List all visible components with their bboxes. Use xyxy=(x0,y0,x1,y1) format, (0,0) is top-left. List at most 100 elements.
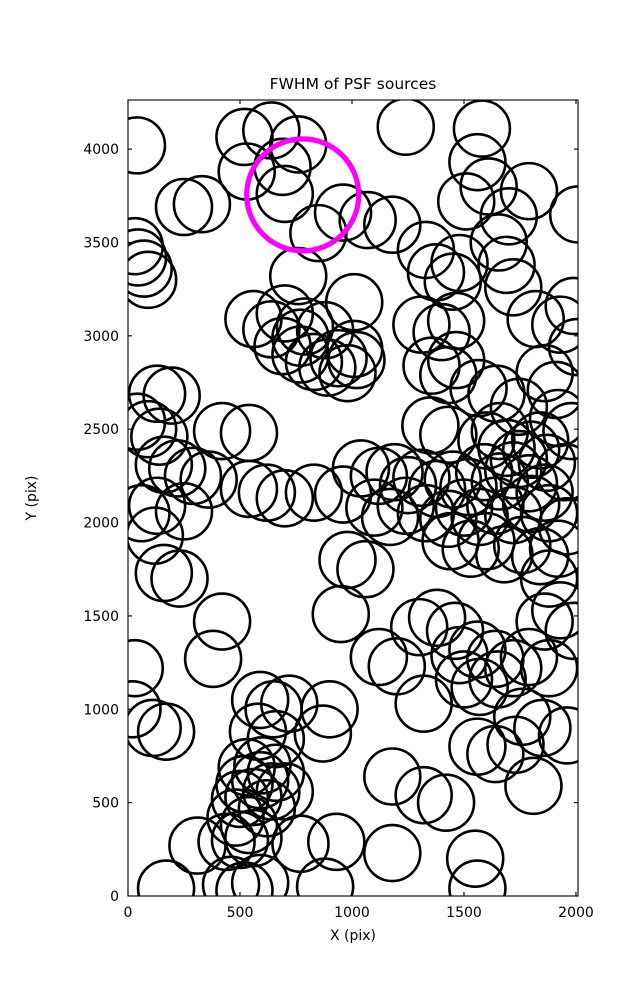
psf-source-marker xyxy=(154,482,214,541)
psf-source-marker xyxy=(499,454,559,513)
psf-source-marker xyxy=(448,620,507,679)
y-tick-label: 0 xyxy=(110,889,119,905)
psf-source-marker xyxy=(128,483,171,543)
psf-source-marker xyxy=(313,183,373,242)
psf-source-marker xyxy=(468,650,527,709)
psf-source-marker xyxy=(168,816,227,875)
x-tick-label: 500 xyxy=(227,905,254,921)
psf-source-marker xyxy=(363,195,422,255)
psf-source-marker xyxy=(407,588,467,648)
psf-source-markers xyxy=(128,100,578,896)
psf-source-marker xyxy=(230,670,290,730)
psf-source-marker xyxy=(183,629,243,689)
psf-source-marker xyxy=(394,765,453,825)
y-tick-label: 3000 xyxy=(83,329,119,345)
psf-source-marker xyxy=(519,549,578,608)
y-axis-label: Y (pix) xyxy=(24,476,40,522)
psf-source-marker xyxy=(154,177,214,237)
psf-source-marker xyxy=(295,857,355,896)
psf-source-marker xyxy=(219,459,279,519)
psf-source-marker xyxy=(300,679,359,739)
y-tick-label: 2000 xyxy=(83,516,119,532)
x-tick-label: 2000 xyxy=(558,905,594,921)
psf-source-marker xyxy=(389,597,449,657)
psf-source-marker xyxy=(483,440,543,500)
psf-source-marker xyxy=(147,439,207,498)
psf-source-marker xyxy=(275,297,335,356)
psf-source-marker xyxy=(318,343,377,403)
psf-source-marker xyxy=(436,172,496,231)
psf-source-marker xyxy=(150,549,209,608)
psf-source-marker xyxy=(469,213,529,272)
psf-source-marker xyxy=(255,468,315,528)
psf-source-marker xyxy=(479,187,539,246)
psf-source-marker xyxy=(499,161,559,221)
psf-source-marker xyxy=(535,442,578,502)
psf-source-marker xyxy=(542,401,578,461)
axes-frame xyxy=(127,99,579,897)
psf-source-marker xyxy=(459,157,518,216)
psf-source-marker xyxy=(412,302,471,362)
psf-source-marker xyxy=(483,638,543,698)
psf-source-marker xyxy=(394,674,453,733)
psf-source-marker xyxy=(499,627,559,687)
psf-source-marker xyxy=(307,812,366,872)
psf-source-marker xyxy=(519,638,578,698)
psf-source-marker xyxy=(210,769,270,829)
y-tick-label: 1000 xyxy=(83,702,119,718)
psf-source-marker xyxy=(392,448,451,508)
psf-source-marker xyxy=(128,392,167,452)
psf-source-marker xyxy=(419,489,478,549)
y-tick-label: 4000 xyxy=(83,142,119,158)
psf-source-marker xyxy=(501,420,561,480)
psf-source-marker xyxy=(136,859,196,896)
psf-source-marker xyxy=(224,767,283,827)
psf-source-marker xyxy=(452,100,512,158)
psf-source-marker xyxy=(336,539,395,599)
psf-source-marker xyxy=(293,704,353,763)
psf-source-marker xyxy=(233,735,292,795)
psf-source-marker xyxy=(504,756,563,816)
psf-source-marker xyxy=(486,715,545,775)
selected-psf-source[interactable] xyxy=(244,136,362,254)
psf-source-marker xyxy=(128,679,162,739)
psf-source-marker xyxy=(192,401,252,461)
psf-source-marker xyxy=(360,487,420,547)
psf-source-marker xyxy=(210,810,270,870)
psf-source-marker xyxy=(128,239,173,298)
psf-source-marker xyxy=(311,584,371,644)
psf-source-marker xyxy=(255,164,315,224)
psf-source-marker xyxy=(531,581,578,640)
psf-source-marker xyxy=(271,308,330,368)
psf-source-marker xyxy=(477,418,536,478)
psf-source-marker xyxy=(128,638,165,698)
x-tick-label: 1000 xyxy=(334,905,370,921)
y-tick-label: 500 xyxy=(92,796,119,812)
psf-source-marker xyxy=(547,317,578,377)
x-tick-label: 0 xyxy=(124,905,133,921)
psf-source-marker xyxy=(441,519,501,579)
psf-source-marker xyxy=(201,855,261,896)
psf-source-marker xyxy=(215,861,274,896)
psf-source-marker xyxy=(544,601,578,661)
psf-source-marker xyxy=(309,328,368,388)
psf-source-marker xyxy=(517,433,577,493)
psf-source-marker xyxy=(454,442,514,502)
psf-source-marker xyxy=(192,592,252,651)
psf-source-marker xyxy=(128,250,178,310)
psf-source-marker xyxy=(457,511,516,571)
psf-source-marker xyxy=(477,235,536,295)
psf-source-marker xyxy=(528,519,578,578)
psf-source-marker xyxy=(217,737,277,797)
psf-source-marker xyxy=(130,407,189,466)
psf-source-marker xyxy=(378,455,438,515)
psf-source-marker xyxy=(548,185,578,244)
psf-source-marker xyxy=(544,276,578,336)
psf-source-marker xyxy=(531,295,578,354)
psf-source-marker xyxy=(136,702,196,761)
chart-title: FWHM of PSF sources xyxy=(270,75,437,93)
highlighted-source-markers[interactable] xyxy=(244,136,362,254)
